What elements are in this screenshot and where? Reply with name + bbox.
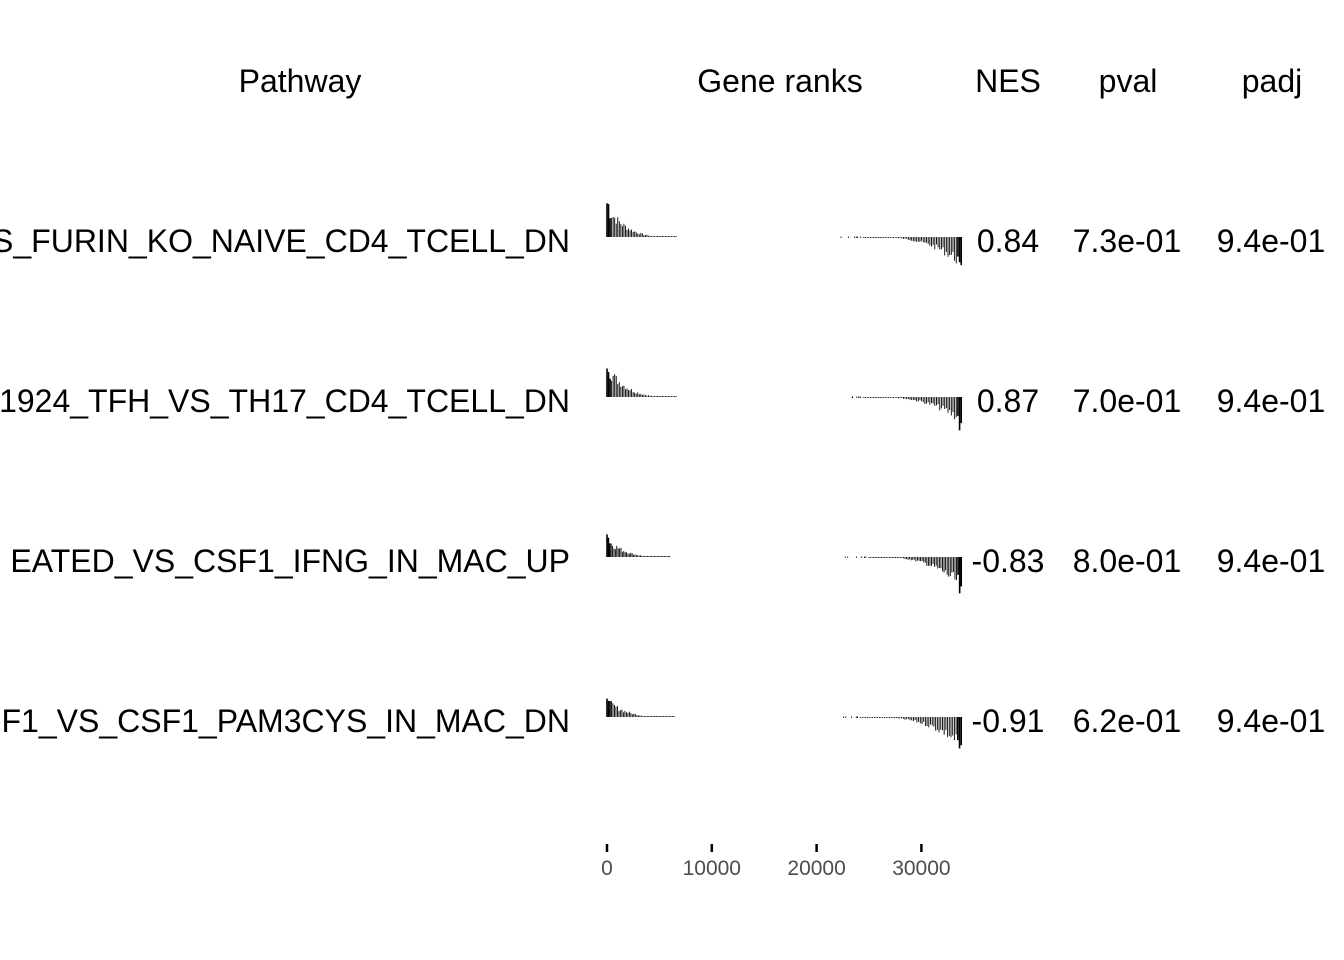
pathway-label: 1924_TFH_VS_TH17_CD4_TCELL_DN <box>0 383 570 419</box>
header-pval: pval <box>1098 63 1158 99</box>
pathway-label: S_FURIN_KO_NAIVE_CD4_TCELL_DN <box>0 223 570 259</box>
axis-tick-label: 10000 <box>683 857 741 880</box>
nes-value: 0.87 <box>976 383 1040 419</box>
axis-tick-label: 0 <box>601 857 613 880</box>
pval-value: 8.0e-01 <box>1072 543 1182 579</box>
header-nes: NES <box>975 63 1041 99</box>
padj-value: 9.4e-01 <box>1216 543 1326 579</box>
pval-value: 6.2e-01 <box>1072 703 1182 739</box>
nes-value: -0.91 <box>971 703 1045 739</box>
padj-value: 9.4e-01 <box>1216 703 1326 739</box>
axis-tick-label: 30000 <box>892 857 950 880</box>
axis-tick-label: 20000 <box>787 857 845 880</box>
pathway-label: F1_VS_CSF1_PAM3CYS_IN_MAC_DN <box>1 703 571 739</box>
pval-value: 7.0e-01 <box>1072 383 1182 419</box>
pathway-label: EATED_VS_CSF1_IFNG_IN_MAC_UP <box>10 543 570 579</box>
header-pathway: Pathway <box>238 63 362 99</box>
pval-value: 7.3e-01 <box>1072 223 1182 259</box>
header-gene-ranks: Gene ranks <box>697 63 863 99</box>
nes-value: -0.83 <box>971 543 1045 579</box>
padj-value: 9.4e-01 <box>1216 223 1326 259</box>
header-padj: padj <box>1241 63 1303 99</box>
nes-value: 0.84 <box>976 223 1040 259</box>
padj-value: 9.4e-01 <box>1216 383 1326 419</box>
